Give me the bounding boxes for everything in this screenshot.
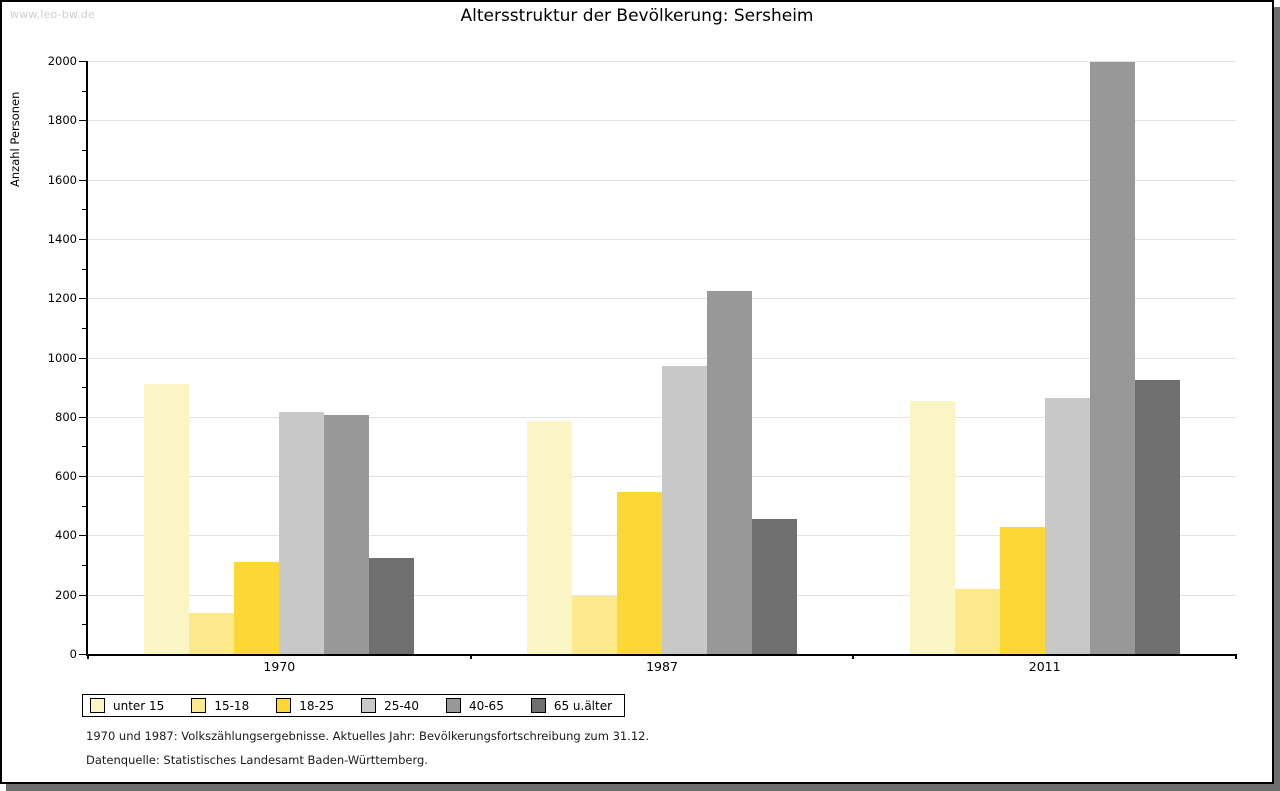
bar-2011-15-18 [954,588,1000,654]
legend-item-65-u.älter: 65 u.älter [530,698,613,713]
bar-1987-15-18 [572,596,617,654]
bar-1970-65-u.älter [369,557,415,654]
x-boundary-tick-1 [469,654,472,659]
y-tick-label-400: 400 [55,528,77,543]
y-major-tick-1400 [79,238,86,240]
y-major-tick-600 [79,476,86,478]
y-axis-label: Anzahl Personen [8,91,22,187]
bar-1970-18-25 [234,562,280,654]
bar-2011-40-65 [1089,62,1135,654]
chart-title: Altersstruktur der Bevölkerung: Sersheim [460,6,814,26]
gridline-y-1800 [88,120,1236,122]
legend-swatch-icon [445,698,461,713]
bar-2011-unter-15 [909,400,955,654]
y-tick-label-0: 0 [69,647,77,661]
y-major-tick-2000 [79,61,86,62]
x-category-label-2011: 2011 [1028,659,1061,674]
bar-1970-unter-15 [144,384,190,654]
x-boundary-tick-3 [1235,654,1237,659]
y-tick-label-1000: 1000 [47,350,77,365]
y-major-tick-200 [79,594,86,596]
gridline-y-1600 [88,179,1236,181]
legend-label: 18-25 [299,698,335,713]
legend-label: 15-18 [214,698,250,713]
bar-1987-65-u.älter [752,519,797,654]
y-minor-tick-1300 [82,268,86,270]
bar-2011-18-25 [999,526,1045,654]
y-major-tick-1800 [79,120,86,122]
footnote-source-note: 1970 und 1987: Volkszählungsergebnisse. … [86,729,650,743]
y-tick-label-1200: 1200 [47,291,77,306]
bar-1970-15-18 [189,612,235,654]
legend-item-25-40: 25-40 [361,698,419,713]
legend-item-18-25: 18-25 [276,698,334,713]
legend-item-unter-15: unter 15 [90,698,164,713]
legend-label: 65 u.älter [553,698,613,713]
legend-label: 40-65 [468,698,504,713]
bar-1987-unter-15 [527,421,572,654]
watermark-link: www.leo-bw.de [10,8,96,21]
y-minor-tick-700 [82,446,86,448]
legend-swatch-icon [361,698,377,713]
y-major-tick-1200 [79,298,86,300]
y-major-tick-800 [79,416,86,418]
y-minor-tick-300 [82,565,86,567]
y-tick-label-200: 200 [55,587,77,602]
x-boundary-tick-0 [87,654,89,659]
gridline-y-1000 [88,357,1236,359]
y-minor-tick-900 [82,387,86,389]
y-major-tick-1000 [79,357,86,359]
footnote-data-source: Datenquelle: Statistisches Landesamt Bad… [86,753,428,767]
gridline-y-2000 [88,61,1236,62]
y-tick-label-1600: 1600 [47,172,77,187]
bar-1970-25-40 [279,412,325,654]
bar-2011-25-40 [1044,397,1090,654]
y-tick-label-600: 600 [55,469,77,484]
legend-label: 25-40 [384,698,419,713]
y-minor-tick-100 [82,624,86,626]
y-minor-tick-1900 [82,90,86,92]
y-major-tick-1600 [79,179,86,181]
bar-1987-18-25 [617,492,662,654]
x-boundary-tick-2 [852,654,855,659]
legend-swatch-icon [90,698,105,713]
y-major-tick-0 [79,654,86,655]
legend-swatch-icon [276,698,292,713]
y-minor-tick-1700 [82,149,86,151]
y-minor-tick-1500 [82,209,86,211]
bar-1970-40-65 [324,415,370,654]
y-tick-label-2000: 2000 [47,54,77,68]
y-tick-label-1400: 1400 [47,231,77,246]
y-minor-tick-1100 [82,327,86,329]
y-major-tick-400 [79,535,86,537]
gridline-y-1400 [88,238,1236,240]
gridline-y-1200 [88,298,1236,300]
legend-box: unter 15 15-18 18-25 25-40 40-65 65 u.älter [82,694,626,717]
legend-swatch-icon [191,698,207,713]
plot-area: 0 200 400 600 800 1000 1200 1400 1600 1800 2000 197… [48,54,1237,674]
bar-1987-25-40 [662,366,707,654]
y-minor-tick-500 [82,505,86,507]
y-tick-label-800: 800 [55,409,77,424]
legend-item-15-18: 15-18 [191,698,249,713]
legend-item-40-65: 40-65 [445,698,504,713]
bar-1987-40-65 [707,290,752,654]
legend-label: unter 15 [113,698,165,713]
legend-swatch-icon [530,698,546,713]
bar-2011-65-u.älter [1134,379,1180,654]
y-tick-label-1800: 1800 [47,113,77,128]
x-category-label-1970: 1970 [263,659,296,674]
x-category-label-1987: 1987 [646,659,678,674]
